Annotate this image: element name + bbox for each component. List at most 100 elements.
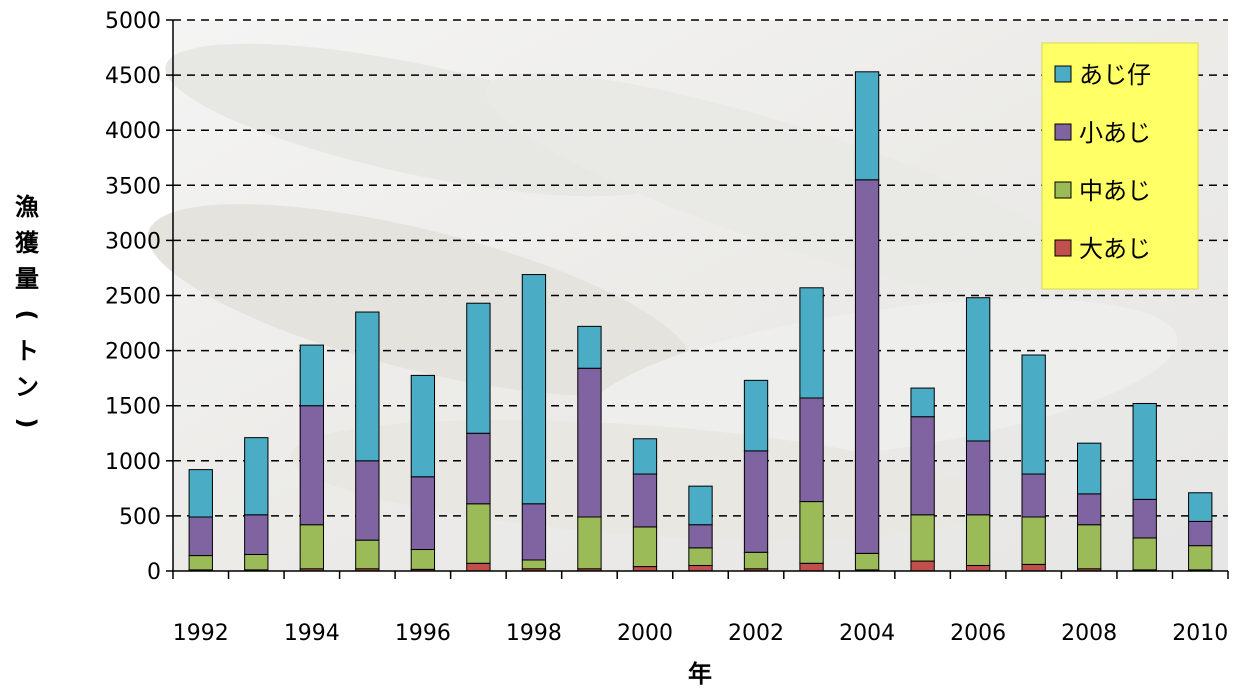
bar-segment	[355, 460, 380, 541]
bar-segment	[688, 485, 713, 526]
x-tick-label: 1992	[173, 621, 229, 646]
bar-segment	[965, 564, 991, 572]
bar-segment	[854, 179, 880, 554]
x-tick-label: 1996	[395, 621, 451, 646]
bar-segment	[521, 559, 547, 570]
legend-swatch	[1054, 181, 1072, 199]
y-tick-label: 1500	[105, 395, 161, 420]
x-tick-label: 2000	[617, 621, 673, 646]
bar-segment	[410, 374, 436, 478]
bar-segment	[799, 501, 824, 564]
legend-label: 小あじ	[1079, 119, 1151, 147]
bar-segment	[521, 503, 547, 561]
x-tick-label: 1998	[506, 621, 562, 646]
bar-segment	[799, 397, 824, 503]
bar-segment	[577, 325, 602, 369]
y-tick-label: 500	[119, 505, 161, 530]
bar-segment	[910, 514, 935, 562]
legend-label: 中あじ	[1079, 177, 1151, 205]
axes	[166, 19, 1229, 579]
y-axis-title-char: (	[13, 310, 41, 321]
bar-segment	[466, 503, 491, 564]
x-axis-title: 年	[688, 660, 712, 688]
bar-segment	[910, 560, 935, 572]
y-axis-title-char: ト	[15, 337, 39, 365]
bar-segment	[1132, 537, 1157, 571]
y-axis-title-char: 量	[15, 265, 39, 293]
y-tick-label: 3000	[105, 229, 161, 254]
bar-segment	[1188, 520, 1213, 547]
legend-swatch	[1054, 123, 1072, 141]
bar-segment	[910, 416, 935, 516]
bar-segment	[743, 450, 769, 553]
bar-segment	[1188, 492, 1213, 522]
bar-segment	[577, 516, 602, 570]
y-axis-title-char: )	[13, 418, 41, 429]
bar-segment	[466, 432, 491, 505]
x-tick-label: 2008	[1061, 621, 1117, 646]
x-tick-label: 2010	[1172, 621, 1228, 646]
bar-segment	[1021, 473, 1046, 518]
bar-segment	[1077, 524, 1102, 570]
bar-segment	[466, 562, 491, 572]
bar-segment	[965, 440, 991, 516]
bar-segment	[688, 547, 713, 566]
bar-segment	[854, 71, 880, 181]
legend-swatch	[1054, 239, 1072, 257]
bar-segment	[1077, 442, 1102, 495]
bar-segment	[632, 438, 658, 475]
bar-segment	[355, 311, 380, 462]
y-axis-title-char: ン	[15, 373, 39, 401]
bar-segment	[1132, 498, 1157, 539]
x-tick-label: 2004	[839, 621, 895, 646]
bar-segment	[1132, 402, 1157, 500]
y-tick-label: 3500	[105, 174, 161, 199]
bar-segment	[799, 562, 824, 572]
bar-segment	[410, 549, 436, 570]
bar-segment	[466, 302, 491, 434]
bars	[188, 71, 1213, 572]
bar-segment	[244, 553, 269, 571]
bar-segment	[743, 551, 769, 570]
bar-segment	[244, 514, 269, 555]
bar-segment	[1021, 563, 1046, 572]
y-tick-label: 2000	[105, 340, 161, 365]
bar-segment	[299, 344, 324, 407]
x-tick-label: 2002	[728, 621, 784, 646]
bar-segment	[910, 387, 935, 418]
y-tick-label: 1000	[105, 450, 161, 475]
y-axis-title-char: 獲	[15, 229, 40, 257]
bar-segment	[965, 514, 991, 566]
bar-segment	[188, 516, 213, 557]
bar-segment	[743, 379, 769, 452]
y-axis-title: 漁獲量 ( トン)	[13, 193, 41, 428]
bar-segment	[299, 524, 324, 570]
bar-segment	[521, 274, 547, 505]
bar-segment	[799, 287, 824, 399]
bar-segment	[410, 476, 436, 551]
bar-segment	[688, 564, 713, 572]
y-tick-label: 0	[147, 560, 161, 585]
bar-segment	[854, 552, 880, 571]
bar-segment	[244, 437, 269, 516]
y-tick-label: 5000	[105, 9, 161, 34]
bar-segment	[688, 524, 713, 549]
bar-segment	[965, 297, 991, 442]
bar-segment	[1188, 545, 1213, 571]
bar-segment	[1077, 493, 1102, 526]
bar-segment	[1021, 516, 1046, 565]
x-tick-label: 1994	[284, 621, 340, 646]
y-tick-label: 4000	[105, 119, 161, 144]
bar-segment	[1021, 354, 1046, 475]
bar-segment	[188, 469, 213, 518]
bar-segment	[299, 405, 324, 526]
legend-label: あじ仔	[1079, 61, 1151, 89]
legend-swatch	[1054, 65, 1072, 83]
y-axis-title-char: 漁	[15, 193, 39, 221]
bar-segment	[577, 367, 602, 518]
bar-segment	[355, 539, 380, 570]
x-tick-label: 2006	[950, 621, 1006, 646]
